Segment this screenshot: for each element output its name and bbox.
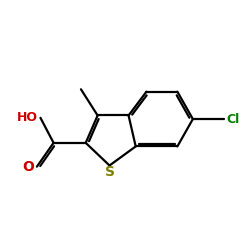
Text: O: O: [22, 160, 34, 174]
Text: S: S: [104, 165, 115, 179]
Text: HO: HO: [16, 111, 38, 124]
Text: Cl: Cl: [227, 112, 240, 126]
